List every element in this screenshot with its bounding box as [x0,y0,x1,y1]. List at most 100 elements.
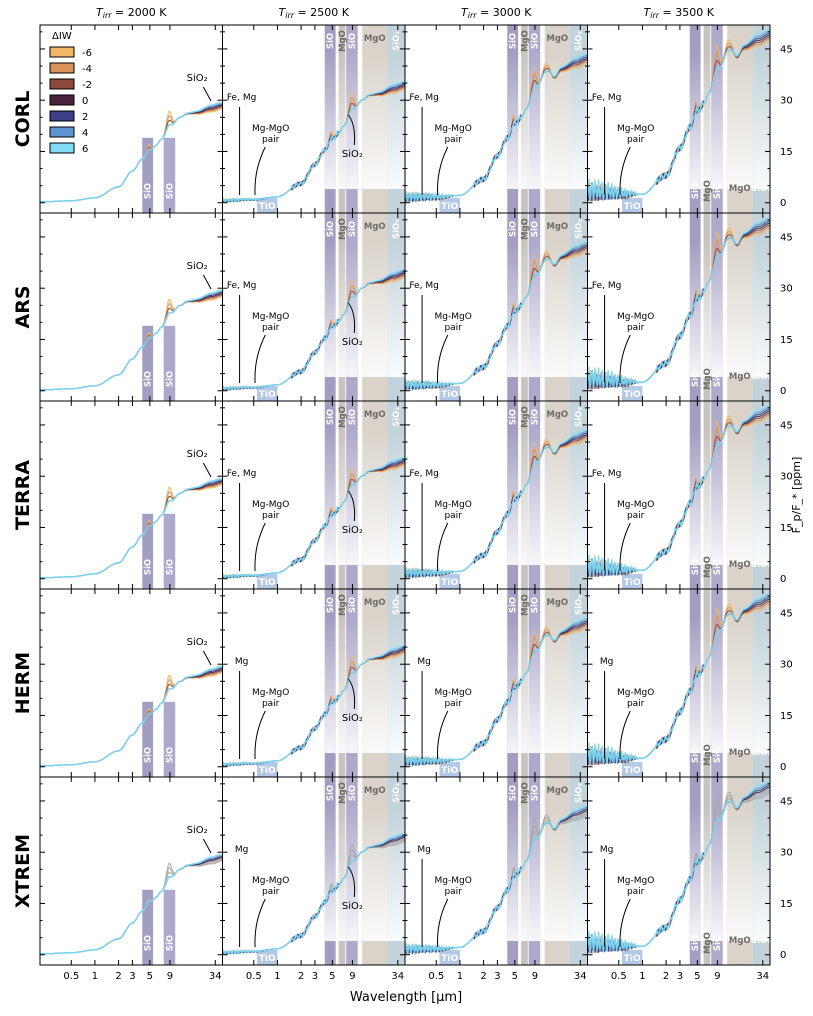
annotation-metal: Fe, Mg [227,93,256,103]
band-label: SiO₂ [392,783,402,803]
band-sio [163,325,176,401]
panel-terra-2000: SiO SiO SiO₂ [39,400,223,590]
series-line-diw-4 [40,854,223,955]
annotation-pair: pair [444,511,462,521]
band-label: SiO [348,33,358,49]
series-line-diw--6 [40,296,223,391]
band-label: SiO [530,785,540,801]
annotation-arrow [254,710,266,760]
y-tick-label: 45 [780,796,793,807]
band-label: SiO [326,785,336,801]
y-tick-label: 0 [780,950,786,961]
annotation-metal: Fe, Mg [227,281,256,291]
band-sio [163,889,176,965]
band-tio [622,198,643,213]
band-label: TiO [441,766,458,776]
band-tio [257,950,278,965]
y-tick-label: 30 [780,472,793,483]
annotation-pair: pair [444,323,462,333]
series-line-diw--4 [40,107,223,203]
band-label: SiO₂ [751,748,771,758]
band-label: MgO [364,786,386,796]
band-label: MgO [520,594,530,616]
x-tick-label: 0.5 [63,971,79,982]
y-tick-label: 0 [780,574,786,585]
annotation-arrow [348,302,356,334]
annotation-sio2: SiO₂ [342,149,363,160]
annotation-arrow [619,146,631,196]
x-tick-label: 1 [92,971,98,982]
y-tick-label: 45 [780,608,793,619]
series-line-diw-2 [40,856,223,955]
band-label: MgO [729,560,751,570]
legend-swatch [49,78,75,90]
annotation-mgmgo: Mg-MgO [252,876,289,886]
series-line-diw-6 [40,477,223,579]
band-label: MgO [729,936,751,946]
band-sio [163,137,176,213]
band-label: SiO [144,371,154,387]
x-tick-label: 1 [639,971,645,982]
annotation-mgmgo: Mg-MgO [617,500,654,510]
y-tick-label: 0 [780,386,786,397]
legend-swatch [49,94,75,106]
annotation-pair: pair [627,323,645,333]
band-label: TiO [624,202,641,212]
legend: ΔIW -6 -4 -2 0 2 4 6 [49,31,92,155]
band-label: TiO [259,202,276,212]
band-sio [142,137,154,213]
band-label: MgO [703,744,713,766]
band-label: MgO [546,410,568,420]
x-tick-label: 34 [756,971,769,982]
series-line-diw-4 [40,478,223,579]
row-labels: CORL ARS TERRA HERM XTREM [12,91,34,908]
band-sio [163,513,176,589]
annotation-metal: Fe, Mg [592,281,621,291]
band-label: SiO₂ [575,219,585,239]
series-line-diw-6 [405,241,588,391]
column-title: Tirr = 3000 K [461,6,532,20]
band-label: SiO [144,935,154,951]
band-tio [257,198,278,213]
annotation-metal: Fe, Mg [409,469,438,479]
series-line-diw-6 [222,80,405,204]
x-tick-label: 5 [147,971,153,982]
annotation-mgmgo: Mg-MgO [617,876,654,886]
band-label: SiO₂ [751,184,771,194]
series-line-diw-0 [40,481,223,579]
annotation-arrow [348,866,356,898]
legend-label: 0 [82,96,88,107]
band-label: MgO [520,406,530,428]
band-tio [257,762,278,777]
y-tick-label: 30 [780,284,793,295]
band-label: SiO [691,747,701,763]
x-tick-label: 1 [274,971,280,982]
band-label: MgO [338,218,348,240]
y-tick-label: 15 [780,899,793,910]
band-label: SiO [530,33,540,49]
series-line-diw-6 [405,53,588,203]
band-label: SiO [713,935,723,951]
band-label: TiO [624,766,641,776]
row-label-terra: TERRA [12,460,34,530]
panel-frame [39,588,223,778]
band-label: SiO₂ [575,595,585,615]
band-sio [142,889,154,965]
series-line-diw--4 [40,859,223,955]
panel-frame [39,212,223,402]
legend-swatch [49,46,75,58]
band-sio [142,701,154,777]
series-line-diw--2 [40,294,223,391]
series-line-diw--2 [40,482,223,579]
y-tick-label: 30 [780,96,793,107]
legend-label: 4 [82,128,88,139]
annotation-arrow [436,146,449,196]
band-tio [622,950,643,965]
band-label: SiO [509,785,519,801]
